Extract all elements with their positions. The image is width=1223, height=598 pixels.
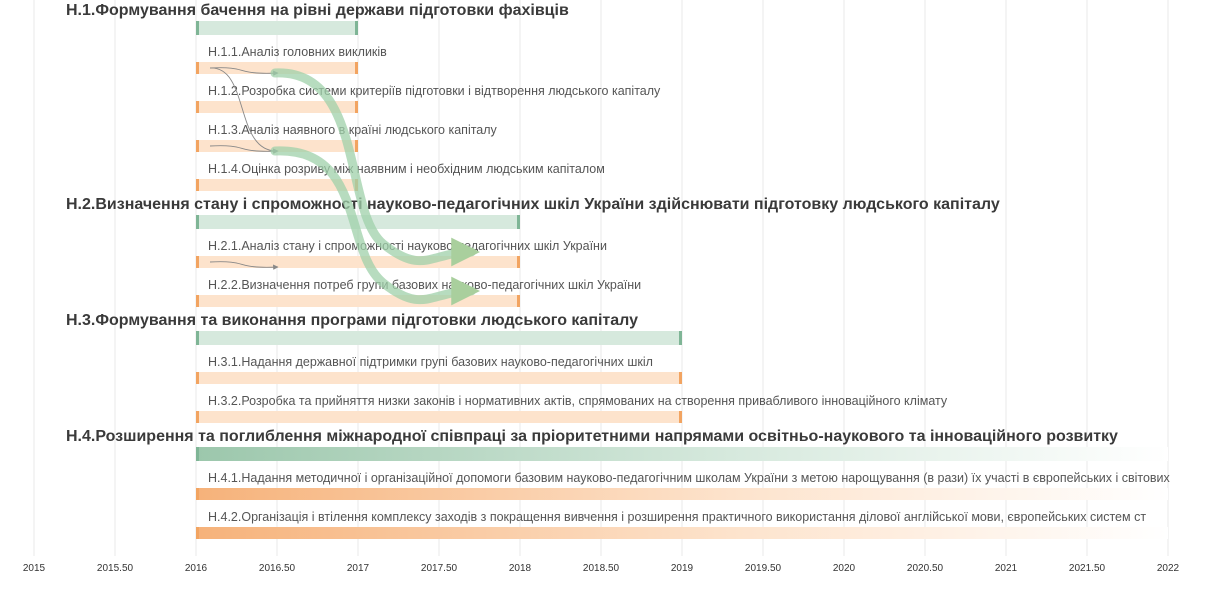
group-title: Н.1.Формування бачення на рівні держави … bbox=[66, 2, 569, 19]
task-label: Н.4.1.Надання методичної і організаційно… bbox=[208, 471, 1171, 485]
task-bar[interactable] bbox=[196, 411, 682, 423]
dependency-arrow-minor bbox=[209, 261, 279, 270]
group-title: Н.3.Формування та виконання програми під… bbox=[66, 312, 638, 329]
task-bar-end-cap bbox=[355, 140, 358, 152]
dependency-arrow-minor bbox=[209, 145, 279, 154]
task-bar-start-cap bbox=[196, 488, 199, 500]
group-bar-end-cap bbox=[517, 215, 520, 229]
group-bar-start-cap bbox=[196, 331, 199, 345]
task-bar[interactable] bbox=[196, 527, 1168, 539]
group-bar[interactable] bbox=[196, 21, 358, 35]
task-bar-start-cap bbox=[196, 101, 199, 113]
group-bar-start-cap bbox=[196, 21, 199, 35]
dependency-arrow-minor bbox=[209, 67, 279, 154]
task-bar-end-cap bbox=[517, 295, 520, 307]
group-bar[interactable] bbox=[196, 447, 1168, 461]
x-tick-label: 2015 bbox=[23, 563, 46, 574]
task-bar-start-cap bbox=[196, 62, 199, 74]
task-label: Н.1.2.Розробка системи критеріїв підгото… bbox=[208, 84, 661, 98]
task-label: Н.2.1.Аналіз стану і спроможності науков… bbox=[208, 239, 607, 253]
task-label: Н.1.3.Аналіз наявного в країні людського… bbox=[208, 123, 498, 137]
group-bar-start-cap bbox=[196, 447, 199, 461]
task-bar[interactable] bbox=[196, 256, 520, 268]
task-bar[interactable] bbox=[196, 372, 682, 384]
x-tick-label: 2019 bbox=[671, 563, 694, 574]
group-bar-end-cap bbox=[679, 331, 682, 345]
task-bar-start-cap bbox=[196, 295, 199, 307]
task-bar-end-cap bbox=[355, 62, 358, 74]
group-bar-end-cap bbox=[355, 21, 358, 35]
task-bar-end-cap bbox=[517, 256, 520, 268]
task-bar-end-cap bbox=[679, 411, 682, 423]
task-bar-start-cap bbox=[196, 140, 199, 152]
task-bar[interactable] bbox=[196, 488, 1168, 500]
task-bar-start-cap bbox=[196, 527, 199, 539]
dependency-arrow-minor bbox=[209, 67, 279, 76]
task-label: Н.1.1.Аналіз головних викликів bbox=[208, 45, 387, 59]
task-bar-start-cap bbox=[196, 179, 199, 191]
task-label: Н.3.2.Розробка та прийняття низки законі… bbox=[208, 394, 948, 408]
task-bar-end-cap bbox=[355, 101, 358, 113]
group-bar[interactable] bbox=[196, 331, 682, 345]
x-axis: 2015 2015.50 2016 2016.50 2017 2017.50 2018 201… bbox=[23, 563, 1180, 574]
task-bar[interactable] bbox=[196, 101, 358, 113]
x-tick-label: 2019.50 bbox=[745, 563, 782, 574]
x-tick-label: 2015.50 bbox=[97, 563, 134, 574]
dependency-arrow-major bbox=[270, 146, 481, 306]
x-tick-label: 2018 bbox=[509, 563, 532, 574]
task-label: Н.1.4.Оцінка розриву між наявним і необх… bbox=[208, 162, 605, 176]
group-bar-start-cap bbox=[196, 215, 199, 229]
x-tick-label: 2021 bbox=[995, 563, 1018, 574]
task-bar[interactable] bbox=[196, 295, 520, 307]
task-bar-end-cap bbox=[679, 372, 682, 384]
grid-lines bbox=[33, 0, 1169, 556]
dependency-arrows bbox=[209, 67, 481, 306]
x-tick-label: 2017 bbox=[347, 563, 370, 574]
task-label: Н.4.2.Організація і втілення комплексу з… bbox=[208, 510, 1146, 524]
x-tick-label: 2016 bbox=[185, 563, 208, 574]
x-tick-label: 2022 bbox=[1157, 563, 1180, 574]
x-tick-label: 2017.50 bbox=[421, 563, 458, 574]
task-bar-start-cap bbox=[196, 411, 199, 423]
task-bar-start-cap bbox=[196, 372, 199, 384]
x-tick-label: 2018.50 bbox=[583, 563, 620, 574]
dependency-arrow-major bbox=[270, 68, 481, 267]
x-tick-label: 2020 bbox=[833, 563, 856, 574]
x-tick-label: 2016.50 bbox=[259, 563, 296, 574]
group-title: Н.2.Визначення стану і спроможності наук… bbox=[66, 196, 1000, 213]
task-label: Н.3.1.Надання державної підтримки групі … bbox=[208, 355, 653, 369]
group-title: Н.4.Розширення та поглиблення міжнародно… bbox=[66, 428, 1118, 445]
task-bar[interactable] bbox=[196, 62, 358, 74]
task-bar[interactable] bbox=[196, 179, 358, 191]
task-bar[interactable] bbox=[196, 140, 358, 152]
task-label: Н.2.2.Визначення потреб групи базових на… bbox=[208, 278, 641, 292]
x-tick-label: 2020.50 bbox=[907, 563, 944, 574]
x-tick-label: 2021.50 bbox=[1069, 563, 1106, 574]
task-bar-start-cap bbox=[196, 256, 199, 268]
right-fade-overlay bbox=[1188, 455, 1223, 535]
